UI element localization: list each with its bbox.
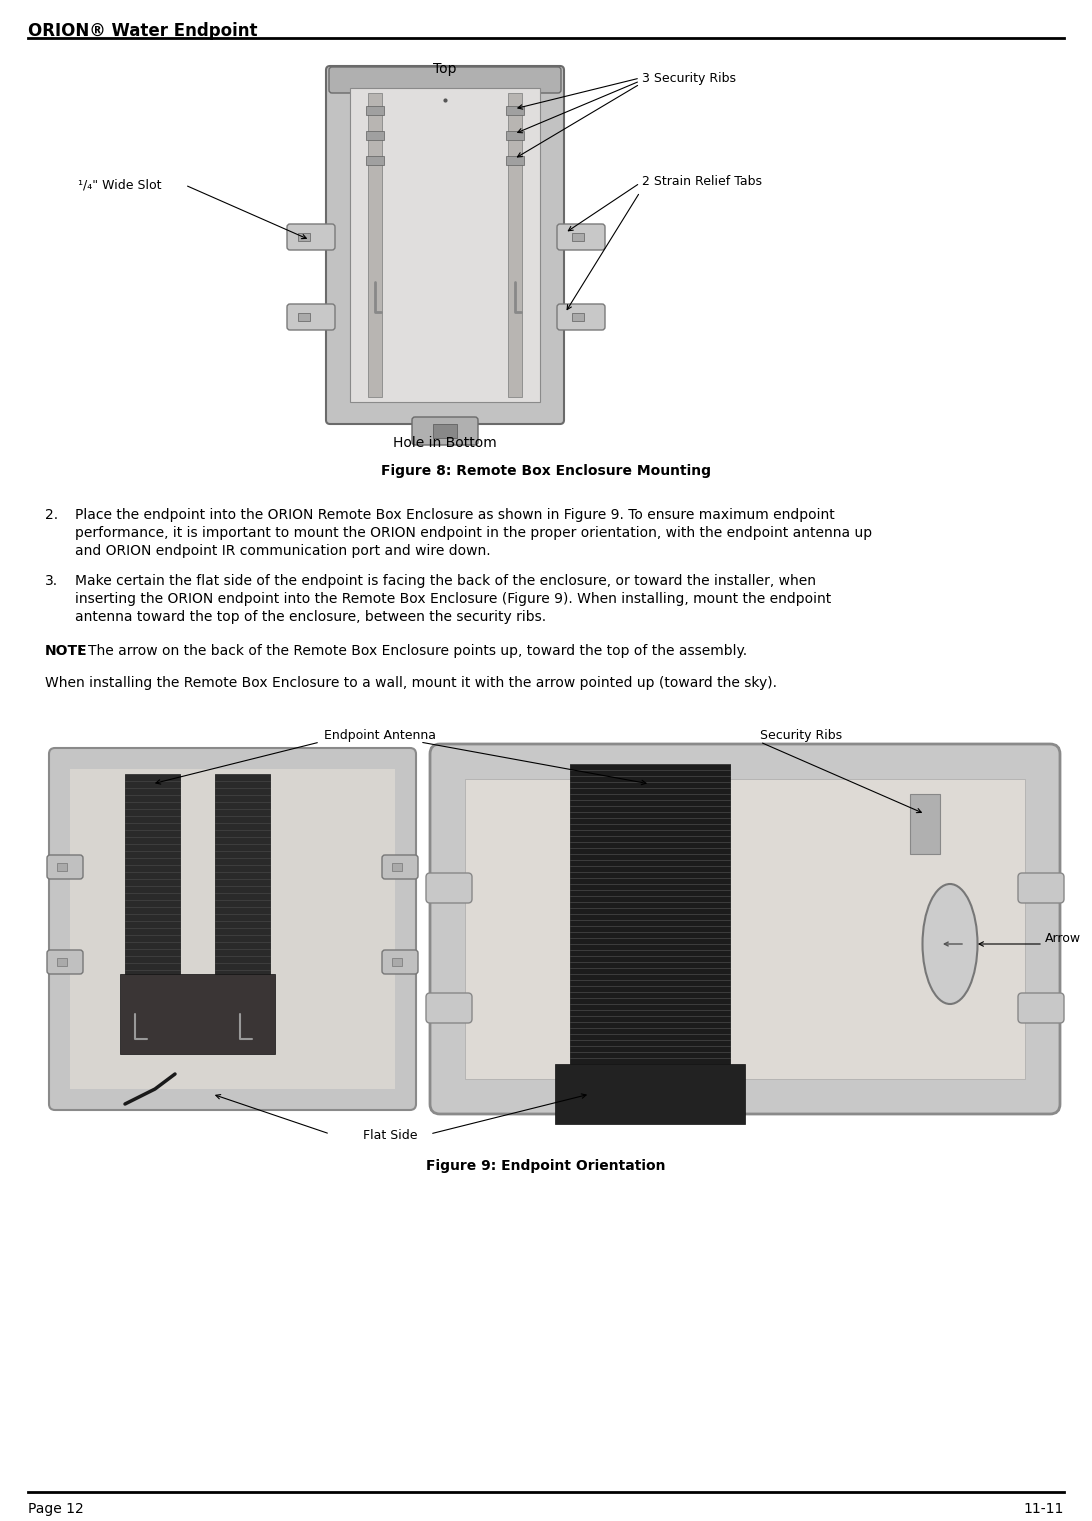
Text: performance, it is important to mount the ORION endpoint in the proper orientati: performance, it is important to mount th… (75, 526, 873, 540)
Bar (366, 106, 384, 116)
Text: Security Ribs: Security Ribs (760, 729, 842, 742)
Bar (508, 93, 522, 397)
Bar (392, 862, 402, 872)
FancyBboxPatch shape (426, 993, 472, 1024)
FancyBboxPatch shape (47, 951, 83, 973)
Text: Arrow: Arrow (1045, 932, 1081, 946)
Text: Top: Top (434, 62, 456, 76)
Bar (368, 93, 382, 397)
Text: NOTE: NOTE (45, 643, 87, 659)
Bar (506, 106, 524, 116)
Bar (57, 958, 67, 966)
Text: Hole in Bottom: Hole in Bottom (393, 437, 497, 450)
Text: Figure 8: Remote Box Enclosure Mounting: Figure 8: Remote Box Enclosure Mounting (381, 464, 711, 478)
Text: 2 Strain Relief Tabs: 2 Strain Relief Tabs (642, 175, 762, 189)
Ellipse shape (923, 884, 977, 1004)
FancyBboxPatch shape (49, 748, 416, 1110)
Bar (298, 233, 310, 240)
Bar (366, 131, 384, 140)
FancyBboxPatch shape (557, 304, 605, 330)
FancyBboxPatch shape (426, 873, 472, 903)
Bar (366, 157, 384, 164)
Text: Flat Side: Flat Side (363, 1129, 417, 1142)
Text: 11-11: 11-11 (1023, 1503, 1064, 1516)
Bar (506, 131, 524, 140)
Bar (215, 774, 270, 973)
FancyBboxPatch shape (382, 951, 418, 973)
Text: Figure 9: Endpoint Orientation: Figure 9: Endpoint Orientation (426, 1159, 666, 1173)
Bar (465, 779, 1025, 1078)
Bar (434, 424, 456, 438)
Text: : The arrow on the back of the Remote Box Enclosure points up, toward the top of: : The arrow on the back of the Remote Bo… (79, 643, 747, 659)
FancyBboxPatch shape (430, 744, 1060, 1113)
Text: Make certain the flat side of the endpoint is facing the back of the enclosure, : Make certain the flat side of the endpoi… (75, 573, 816, 589)
FancyBboxPatch shape (47, 855, 83, 879)
Text: 2.: 2. (45, 508, 58, 522)
FancyBboxPatch shape (557, 224, 605, 249)
Text: and ORION endpoint IR communication port and wire down.: and ORION endpoint IR communication port… (75, 545, 490, 558)
FancyBboxPatch shape (287, 304, 335, 330)
FancyBboxPatch shape (287, 224, 335, 249)
Bar (506, 157, 524, 164)
Text: 3.: 3. (45, 573, 58, 589)
Bar (572, 313, 584, 321)
Bar (570, 764, 729, 1065)
FancyBboxPatch shape (1018, 873, 1064, 903)
Bar (392, 958, 402, 966)
Text: 3 Security Ribs: 3 Security Ribs (642, 71, 736, 85)
Bar (57, 862, 67, 872)
Text: When installing the Remote Box Enclosure to a wall, mount it with the arrow poin: When installing the Remote Box Enclosure… (45, 675, 778, 691)
Bar (120, 973, 275, 1054)
Bar (351, 88, 541, 402)
Text: Place the endpoint into the ORION Remote Box Enclosure as shown in Figure 9. To : Place the endpoint into the ORION Remote… (75, 508, 834, 522)
FancyBboxPatch shape (327, 65, 563, 424)
Bar (572, 233, 584, 240)
Text: inserting the ORION endpoint into the Remote Box Enclosure (Figure 9). When inst: inserting the ORION endpoint into the Re… (75, 592, 831, 605)
Bar (555, 1065, 745, 1124)
FancyBboxPatch shape (382, 855, 418, 879)
Text: Page 12: Page 12 (28, 1503, 84, 1516)
Text: Endpoint Antenna: Endpoint Antenna (324, 729, 436, 742)
Bar (70, 770, 395, 1089)
Bar (910, 794, 940, 853)
Bar (298, 313, 310, 321)
FancyBboxPatch shape (412, 417, 478, 446)
Text: antenna toward the top of the enclosure, between the security ribs.: antenna toward the top of the enclosure,… (75, 610, 546, 624)
Text: ¹/₄" Wide Slot: ¹/₄" Wide Slot (78, 178, 162, 192)
Text: ORION® Water Endpoint: ORION® Water Endpoint (28, 21, 258, 40)
FancyBboxPatch shape (329, 67, 561, 93)
FancyBboxPatch shape (1018, 993, 1064, 1024)
Bar (124, 774, 180, 973)
